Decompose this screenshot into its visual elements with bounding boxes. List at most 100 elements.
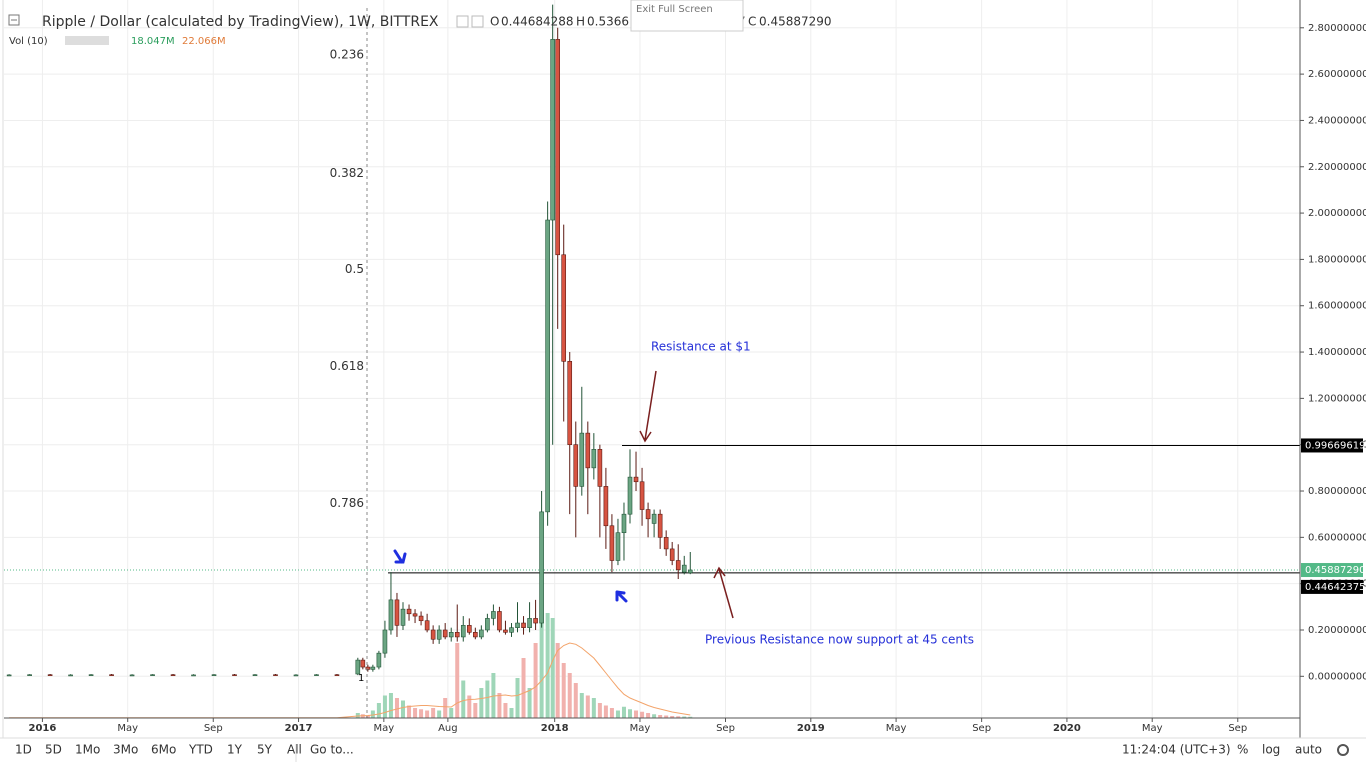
candle-body	[539, 511, 544, 624]
volume-bar	[370, 710, 375, 718]
candle-body	[334, 674, 340, 676]
volume-bar	[419, 709, 424, 718]
candle-body	[211, 674, 217, 676]
candle-body	[365, 666, 371, 670]
clock: 11:24:04 (UTC+3)	[1122, 743, 1231, 757]
candle-body	[382, 629, 388, 654]
volume-bar	[640, 711, 645, 718]
volume-value: 18.047M	[131, 36, 175, 47]
collapse-icon[interactable]	[8, 14, 20, 26]
range-button[interactable]: YTD	[188, 743, 213, 757]
volume-bar	[567, 673, 572, 718]
volume-bar	[527, 688, 532, 718]
volume-bar	[515, 678, 520, 718]
candle-body	[129, 674, 135, 677]
candle-body	[527, 618, 532, 628]
volume-bar	[634, 710, 639, 718]
y-tick-label: 1.40000000	[1308, 347, 1366, 358]
price-label-box	[1301, 438, 1363, 453]
x-tick-label: 2019	[797, 723, 825, 734]
range-button[interactable]: 5Y	[257, 743, 273, 757]
range-button[interactable]: All	[287, 743, 302, 757]
event-marker: 1	[358, 673, 364, 684]
candle-body	[550, 39, 555, 221]
range-button[interactable]: 1Y	[227, 743, 243, 757]
candle-body	[170, 674, 176, 676]
candle-body	[467, 625, 472, 633]
candle-body	[627, 476, 633, 515]
x-tick-label: Sep	[1228, 723, 1247, 734]
y-tick-label: 1.20000000	[1308, 393, 1366, 404]
range-button[interactable]: 6Mo	[151, 743, 176, 757]
candle-body	[509, 627, 514, 633]
volume-bar	[443, 698, 448, 718]
candle-body	[621, 513, 627, 534]
candle-body	[473, 632, 478, 638]
y-tick-label: 0.20000000	[1308, 625, 1366, 636]
volume-bar	[388, 693, 393, 718]
candle-body	[400, 608, 406, 626]
settings-gear[interactable]	[1337, 744, 1349, 756]
range-button[interactable]: 1D	[15, 743, 32, 757]
volume-bar	[603, 705, 608, 718]
volume-bar	[413, 708, 418, 718]
price-label-box	[1301, 563, 1363, 578]
volume-bar	[431, 708, 436, 718]
arrow	[644, 370, 657, 441]
candle-body	[273, 674, 278, 676]
range-button[interactable]: 3Mo	[113, 743, 138, 757]
volume-bar	[503, 703, 508, 718]
candle-body	[491, 611, 496, 619]
volume-bar	[585, 695, 590, 718]
candle-body	[579, 432, 585, 487]
candles	[6, 4, 693, 677]
volume-bar	[670, 716, 675, 718]
volume-bar	[425, 710, 430, 718]
settings-icon[interactable]	[456, 15, 469, 28]
range-button[interactable]: 1Mo	[75, 743, 100, 757]
x-tick-label: Sep	[972, 723, 991, 734]
volume-icons[interactable]	[65, 36, 109, 45]
fib-label: 0.786	[330, 496, 364, 510]
volume-bar	[615, 710, 620, 718]
volume-bar	[555, 643, 560, 718]
volume-ma-value: 22.066M	[182, 36, 226, 47]
hand-arrow	[393, 549, 407, 564]
ohlc-value: 0.45887290	[759, 15, 832, 29]
x-tick-label: 2016	[28, 723, 56, 734]
candle-body	[430, 629, 436, 640]
candle-body	[150, 674, 155, 676]
candle-body	[442, 629, 448, 638]
price-label: 0.45887290	[1305, 565, 1365, 576]
y-tick-label: 2.40000000	[1308, 115, 1366, 126]
auto-toggle[interactable]: auto	[1295, 743, 1322, 757]
log-toggle[interactable]: log	[1262, 743, 1280, 757]
candle-body	[555, 39, 560, 256]
candle-body	[370, 666, 376, 670]
x-tick-label: 2018	[541, 723, 569, 734]
volume-bar	[579, 693, 584, 718]
hide-icon[interactable]	[471, 15, 484, 28]
tooltip: Exit Full Screen	[636, 4, 713, 15]
annotation: Previous Resistance now support at 45 ce…	[705, 633, 974, 647]
range-button[interactable]: 5D	[45, 743, 62, 757]
candle-body	[687, 569, 693, 574]
chart-title: Ripple / Dollar (calculated by TradingVi…	[42, 14, 439, 30]
x-tick-label: May	[373, 723, 394, 734]
candle-body	[533, 618, 538, 624]
candle-body	[388, 599, 394, 631]
candle-body	[545, 219, 550, 513]
volume-bar	[646, 713, 651, 718]
volume-bar	[455, 643, 460, 718]
candle-body	[293, 674, 299, 677]
candle-body	[515, 622, 520, 628]
candle-body	[448, 632, 454, 638]
goto-button[interactable]: Go to...	[310, 743, 354, 757]
percent-toggle[interactable]: %	[1237, 743, 1248, 757]
tooltip-box	[630, 0, 744, 32]
arrows	[639, 370, 734, 619]
candle-body	[88, 674, 94, 676]
y-tick-label: 0.00000000	[1308, 671, 1366, 682]
